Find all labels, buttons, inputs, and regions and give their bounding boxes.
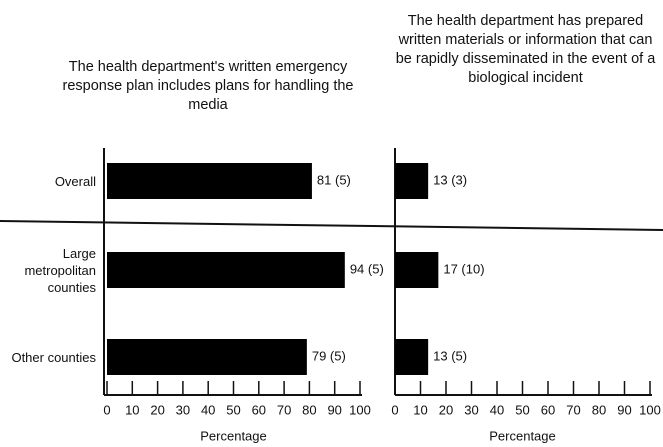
x-tick-label: 10 bbox=[125, 402, 139, 417]
x-tick-label: 70 bbox=[566, 402, 580, 417]
data-label: 13 (3) bbox=[433, 172, 467, 187]
chart-title-box: The health department has prepared writt… bbox=[395, 13, 656, 86]
x-tick-label: 0 bbox=[103, 402, 110, 417]
x-tick-label: 50 bbox=[226, 402, 240, 417]
category-label-box: Overall bbox=[54, 173, 96, 189]
chart-title: The health department has prepared writt… bbox=[395, 13, 656, 86]
x-tick-label: 90 bbox=[617, 402, 631, 417]
data-label: 79 (5) bbox=[312, 348, 346, 363]
data-label: 13 (5) bbox=[433, 348, 467, 363]
x-tick-label: 90 bbox=[327, 402, 341, 417]
chart-title: The health department's written emergenc… bbox=[62, 59, 354, 113]
separator bbox=[0, 220, 663, 231]
bar bbox=[107, 339, 307, 375]
category-label-box: Other counties bbox=[11, 349, 96, 365]
x-tick-label: 60 bbox=[252, 402, 266, 417]
x-tick-label: 80 bbox=[302, 402, 316, 417]
x-axis-label: Percentage bbox=[489, 428, 556, 443]
x-tick-label: 80 bbox=[592, 402, 606, 417]
category-label-box: Large metropolitan counties bbox=[24, 245, 96, 295]
bar bbox=[107, 163, 312, 199]
x-tick-label: 100 bbox=[639, 402, 661, 417]
data-label: 17 (10) bbox=[443, 261, 484, 276]
category-label: Overall bbox=[54, 173, 96, 189]
x-tick-label: 20 bbox=[439, 402, 453, 417]
x-tick-label: 70 bbox=[277, 402, 291, 417]
category-label: Other counties bbox=[11, 349, 96, 365]
x-tick-label: 40 bbox=[490, 402, 504, 417]
x-tick-label: 50 bbox=[515, 402, 529, 417]
bar bbox=[395, 163, 429, 199]
bar bbox=[395, 339, 429, 375]
x-tick-label: 10 bbox=[413, 402, 427, 417]
data-label: 94 (5) bbox=[350, 261, 384, 276]
x-tick-label: 20 bbox=[150, 402, 164, 417]
bar bbox=[395, 252, 439, 288]
x-tick-label: 30 bbox=[176, 402, 190, 417]
x-tick-label: 60 bbox=[541, 402, 555, 417]
x-axis-label: Percentage bbox=[200, 428, 267, 443]
chart-title-box: The health department's written emergenc… bbox=[62, 59, 354, 113]
x-tick-label: 100 bbox=[349, 402, 371, 417]
category-label: Large metropolitan counties bbox=[24, 245, 96, 295]
data-label: 81 (5) bbox=[317, 172, 351, 187]
x-tick-label: 40 bbox=[201, 402, 215, 417]
bar bbox=[107, 252, 345, 288]
x-tick-label: 0 bbox=[391, 402, 398, 417]
x-tick-label: 30 bbox=[464, 402, 478, 417]
